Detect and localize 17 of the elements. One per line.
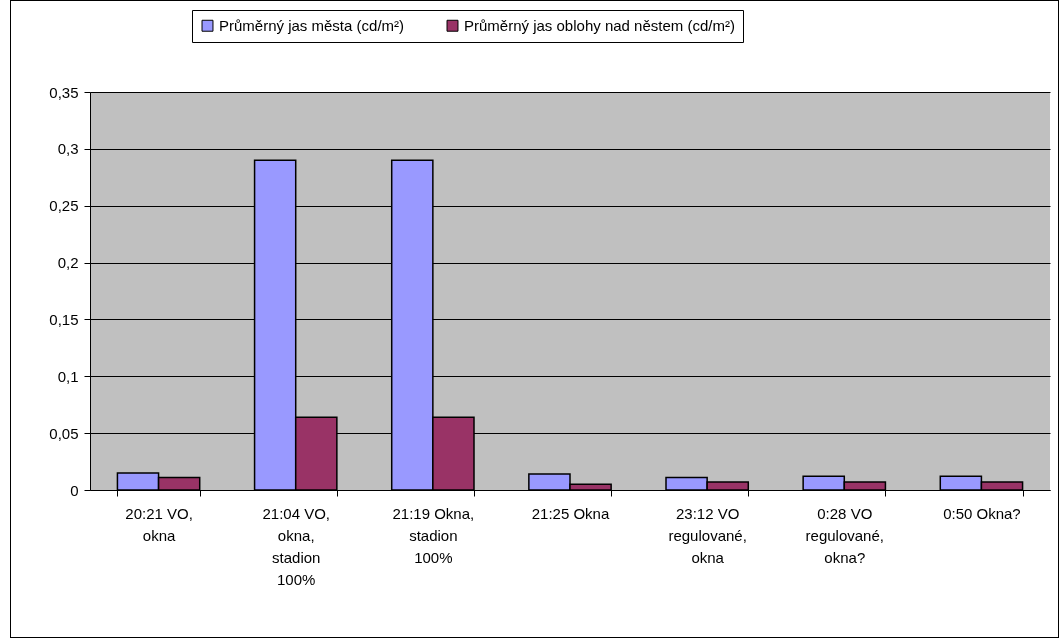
x-tick-label: 21:04 VO, okna, stadion 100%: [262, 504, 330, 588]
legend-label: Průměrný jas oblohy nad něstem (cd/m²): [464, 16, 735, 34]
x-tick-label: 0:50 Okna?: [943, 504, 1021, 522]
y-tick-label: 0: [70, 481, 79, 499]
x-tick-label: 23:12 VO regulované, okna: [668, 504, 747, 566]
x-tick-label: 21:19 Okna, stadion 100%: [392, 504, 475, 566]
y-tick-label: 0,1: [57, 367, 79, 385]
x-tick-label: 20:21 VO, okna: [125, 504, 193, 544]
y-tick-label: 0,15: [49, 310, 79, 328]
y-tick-label: 0,3: [57, 140, 79, 158]
legend-label: Průměrný jas města (cd/m²): [219, 16, 405, 34]
x-tick-label: 21:25 Okna: [531, 504, 610, 522]
y-tick-label: 0,35: [49, 83, 79, 101]
y-tick-label: 0,2: [57, 254, 79, 272]
x-tick-label: 0:28 VO regulované, okna?: [805, 504, 884, 566]
y-tick-label: 0,05: [49, 424, 79, 442]
y-tick-label: 0,25: [49, 197, 79, 215]
